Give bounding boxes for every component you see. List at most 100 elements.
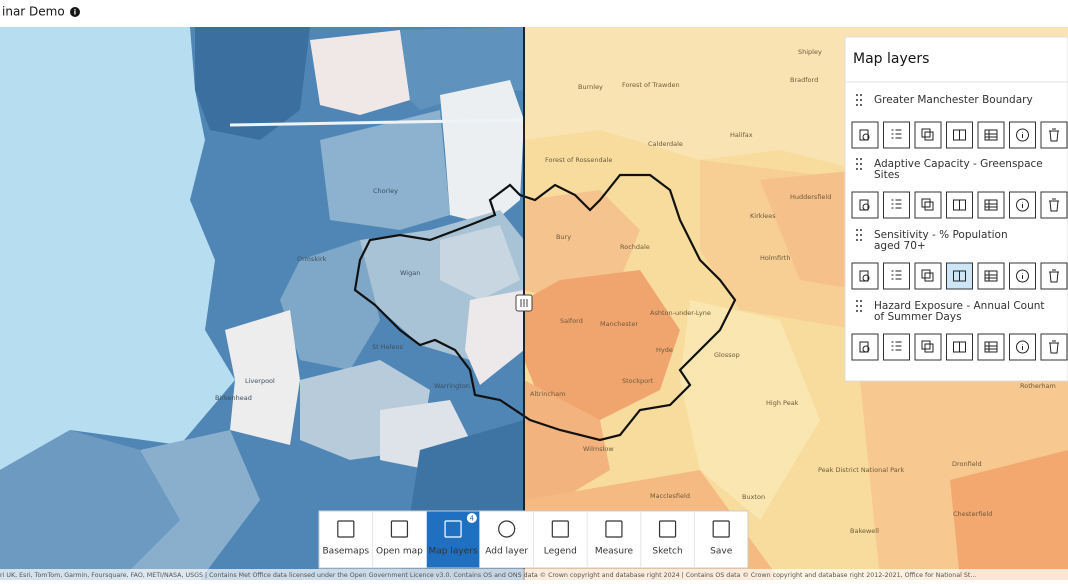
layer-name-line: Greater Manchester Boundary [874,94,1033,106]
tool-button[interactable] [373,511,426,568]
button-icon [1049,198,1059,212]
tool-button[interactable] [641,511,694,568]
tool-label: Add layer [485,547,528,557]
drag-dot [855,238,859,242]
tool-button[interactable] [480,511,533,568]
tool-button[interactable] [587,511,641,568]
drag-dot [855,167,859,171]
place-label: Altrincham [530,390,565,398]
drag-dot [859,299,863,303]
drag-dot [859,238,863,242]
place-label: Peak District National Park [818,466,904,474]
place-label: Macclesfield [650,492,690,500]
tool-button[interactable] [319,511,373,568]
layer-action-button[interactable] [1040,191,1068,219]
button-icon [953,341,966,353]
layer-action-button[interactable] [1040,121,1068,149]
layer-action-button[interactable] [883,333,910,361]
layer-action-button[interactable] [883,191,910,219]
place-label: Buxton [742,493,765,501]
place-label: Calderdale [648,140,683,148]
button-icon [1016,269,1030,283]
layer-action-button[interactable] [914,191,942,219]
layer-action-button[interactable] [851,191,879,219]
layer-name: Greater Manchester Boundary [874,94,1033,106]
drag-dot [855,228,859,232]
place-label: Forest of Rossendale [545,156,612,164]
info-icon[interactable] [70,7,80,17]
place-label: Holmfirth [760,254,790,262]
place-label: Hyde [656,346,673,354]
tool-label: Open map [376,547,423,557]
layer-action-button[interactable] [851,121,879,149]
header-bar [0,0,1068,27]
button-icon [859,129,870,141]
layer-name-line: Sensitivity - % Population [874,229,1008,241]
button-icon [953,199,966,211]
place-label: Liverpool [245,377,275,385]
place-label: Chesterfield [953,510,992,518]
place-label: St Helens [372,343,404,351]
layer-name: Adaptive Capacity - Greenspace Sites [874,158,1043,181]
place-label: Glossop [714,351,740,359]
place-label: Halifax [730,131,753,139]
drag-dot [859,103,863,107]
layer-action-button[interactable] [851,262,879,290]
drag-dot [859,304,863,308]
map-labels: Burnley Forest of Trawden Forest of Rossen… [215,48,1056,535]
button-icon [1016,198,1030,212]
button-icon [891,270,902,280]
layer-action-button[interactable] [977,121,1005,149]
place-label: Stockport [622,377,654,385]
place-label: Manchester [600,320,638,328]
panel-title: Map layers [853,51,929,67]
button-icon [984,199,998,211]
place-label: Bakewell [850,527,879,535]
layer-action-button[interactable] [1009,191,1036,219]
toolbar: Basemaps Open map Map layers 4 Add layer Lege… [318,510,749,569]
layer-action-button[interactable] [1040,262,1068,290]
layer-action-button[interactable] [914,333,942,361]
tool-icon [605,520,623,538]
button-icon [921,269,934,282]
tool-icon [498,520,516,538]
layer-action-button[interactable] [977,262,1005,290]
layer-action-button[interactable] [977,191,1005,219]
button-icon [859,341,870,353]
tool-label: Basemaps [323,547,370,557]
layer-action-button[interactable] [977,333,1005,361]
button-icon [859,270,870,282]
place-label: Ormskirk [297,255,327,263]
left-map [0,27,524,580]
layer-name-line: Hazard Exposure - Annual Count [874,300,1045,312]
tool-button[interactable] [694,511,748,568]
drag-dot [855,299,859,303]
place-label: Dronfield [952,460,982,468]
tool-icon [444,520,462,538]
layer-action-button[interactable] [851,333,879,361]
place-label: Huddersfield [790,193,831,201]
badge-count: 4 [470,515,475,523]
attribution: ri UK, Esri, TomTom, Garmin, Foursquare,… [0,571,976,579]
tool-label: Map layers [429,547,478,557]
tool-button[interactable] [534,511,587,568]
layer-list: Greater Manchester Boundary Adaptive Capa… [851,93,1068,361]
layer-action-button[interactable] [946,191,973,219]
layer-action-button[interactable] [883,262,910,290]
drag-dot [855,233,859,237]
layer-action-button[interactable] [1040,333,1068,361]
button-icon [1016,340,1030,354]
drag-dot [859,309,863,313]
place-label: Shipley [798,48,822,56]
app-title: inar Demo [2,5,65,19]
layer-action-button[interactable] [914,262,942,290]
badge [466,513,477,523]
button-icon [891,199,902,209]
button-icon [921,198,934,211]
layer-action-button[interactable] [914,121,942,149]
tool-label: Measure [595,547,634,557]
place-label: Wilmslow [583,445,614,453]
layer-action-button[interactable] [883,121,910,149]
button-icon [953,129,966,141]
drag-dot [859,162,863,166]
